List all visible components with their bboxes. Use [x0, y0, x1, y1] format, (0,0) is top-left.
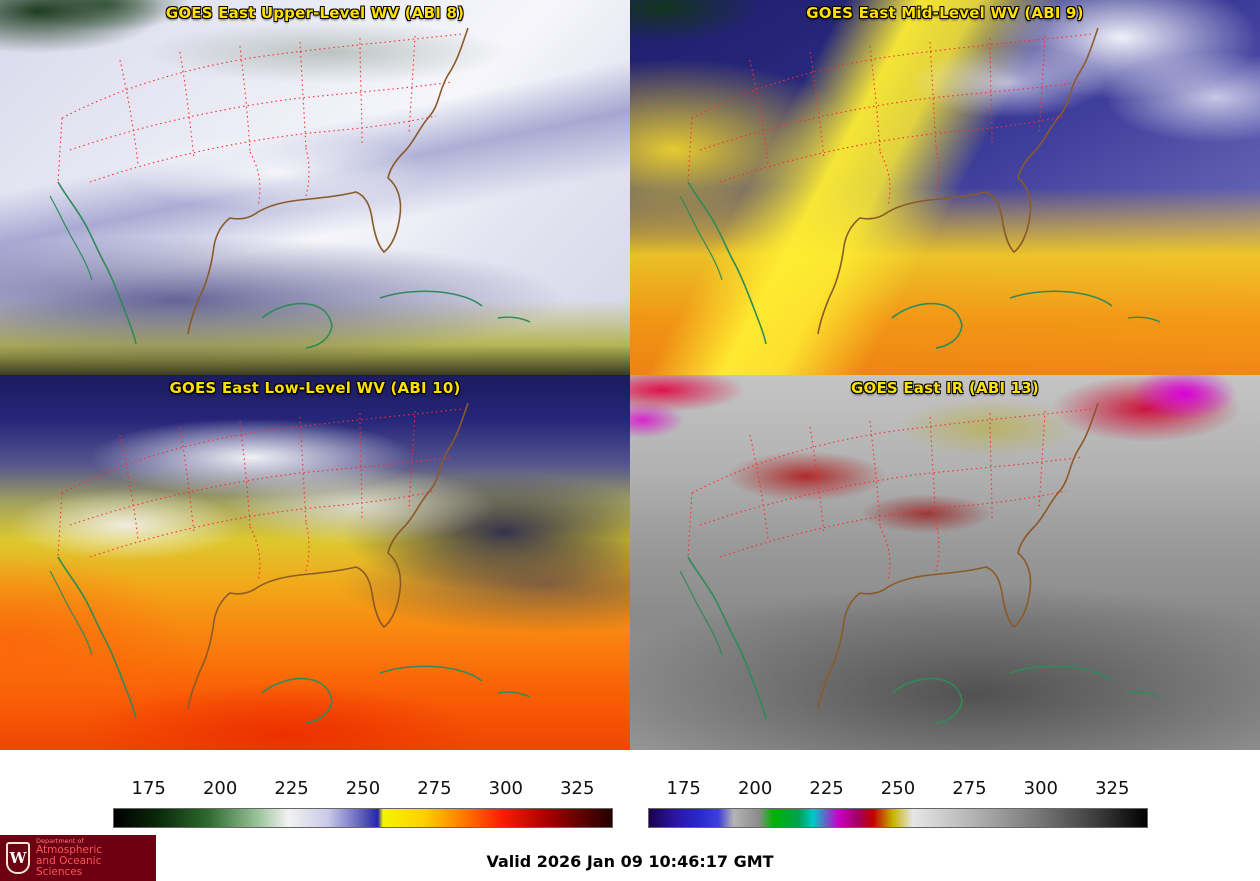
wv-colorbar-gradient — [113, 808, 613, 828]
uw-aos-logo-text: Department of Atmospheric and Oceanic Sc… — [36, 836, 150, 879]
ir-colorbar-tick-labels: 175 200 225 250 275 300 325 — [648, 778, 1148, 802]
map-boundaries-overlay — [630, 0, 1260, 375]
panel-mid-level-wv: GOES East Mid-Level WV (ABI 9) — [630, 0, 1260, 375]
map-boundaries-overlay — [0, 375, 630, 750]
colorbar-tick-label: 250 — [345, 778, 381, 799]
colorbar-tick-label: 225 — [809, 778, 844, 799]
colorbar-tick-label: 200 — [737, 778, 773, 799]
colorbar-tick-label: 275 — [952, 778, 987, 799]
ir-colorbar-gradient — [648, 808, 1148, 828]
colorbar-tick-label: 300 — [1023, 778, 1058, 799]
map-boundaries-overlay — [0, 0, 630, 375]
panel-title-ir: GOES East IR (ABI 13) — [850, 379, 1039, 397]
colorbar-tick-label: 225 — [274, 778, 309, 799]
panel-title-mid-level-wv: GOES East Mid-Level WV (ABI 9) — [806, 4, 1084, 22]
panel-low-level-wv: GOES East Low-Level WV (ABI 10) — [0, 375, 630, 750]
footer: 175 200 225 250 275 300 325 175 200 225 … — [0, 750, 1260, 881]
satellite-quad-grid: GOES East Upper-Level WV (ABI 8) GOES Ea… — [0, 0, 1260, 750]
colorbar-tick-label: 250 — [880, 778, 916, 799]
panel-upper-level-wv: GOES East Upper-Level WV (ABI 8) — [0, 0, 630, 375]
uw-crest-icon: W — [6, 842, 30, 874]
valid-time-label: Valid 2026 Jan 09 10:46:17 GMT — [486, 852, 774, 871]
colorbar-tick-label: 325 — [1095, 778, 1130, 799]
panel-ir: GOES East IR (ABI 13) — [630, 375, 1260, 750]
colorbar-tick-label: 275 — [417, 778, 452, 799]
colorbar-tick-label: 175 — [666, 778, 701, 799]
panel-title-low-level-wv: GOES East Low-Level WV (ABI 10) — [169, 379, 461, 397]
wv-colorbar-tick-labels: 175 200 225 250 275 300 325 — [113, 778, 613, 802]
colorbar-tick-label: 200 — [202, 778, 238, 799]
uw-aos-logo: W Department of Atmospheric and Oceanic … — [0, 835, 156, 881]
logo-line-department-of: Department of — [36, 836, 84, 845]
colorbar-tick-label: 175 — [131, 778, 166, 799]
ir-colorbar: 175 200 225 250 275 300 325 — [648, 778, 1148, 828]
logo-line-oceanic-sciences: and Oceanic Sciences — [36, 854, 102, 879]
panel-title-upper-level-wv: GOES East Upper-Level WV (ABI 8) — [165, 4, 465, 22]
colorbar-tick-label: 300 — [488, 778, 523, 799]
logo-line-atmospheric: Atmospheric — [36, 843, 103, 856]
map-boundaries-overlay — [630, 375, 1260, 750]
wv-colorbar: 175 200 225 250 275 300 325 — [113, 778, 613, 828]
colorbar-tick-label: 325 — [560, 778, 595, 799]
